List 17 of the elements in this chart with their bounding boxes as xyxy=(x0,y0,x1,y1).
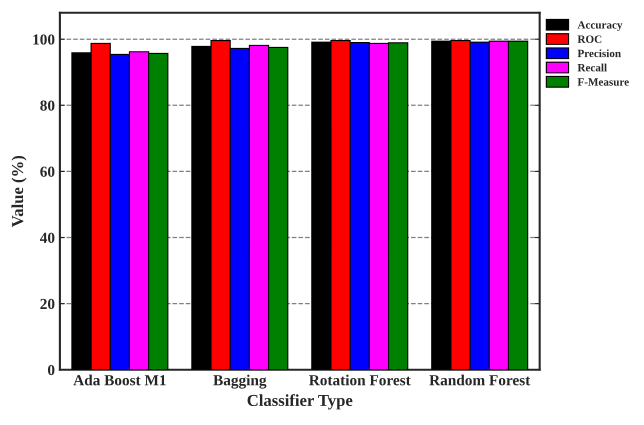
y-axis-title: Value (%) xyxy=(11,156,27,228)
legend-label: Recall xyxy=(578,64,607,72)
y-tick-label: 80 xyxy=(40,100,54,111)
legend-label: F-Measure xyxy=(578,78,629,86)
y-tick-label: 0 xyxy=(48,364,54,376)
x-tick-label: Bagging xyxy=(213,374,266,389)
y-tick-label: 20 xyxy=(40,298,54,310)
y-tick-label: 100 xyxy=(33,34,54,45)
y-tick-label: 60 xyxy=(40,166,54,177)
legend-label: Accuracy xyxy=(578,21,622,31)
x-tick-label: Ada Boost M1 xyxy=(73,374,166,386)
legend-label: Precision xyxy=(578,49,621,58)
legend-label: ROC xyxy=(578,35,602,43)
x-tick-label: Rotation Forest xyxy=(309,374,411,386)
x-tick-label: Random Forest xyxy=(429,374,530,386)
x-axis-title: Classifier Type xyxy=(248,394,352,410)
y-tick-label: 40 xyxy=(40,232,54,243)
